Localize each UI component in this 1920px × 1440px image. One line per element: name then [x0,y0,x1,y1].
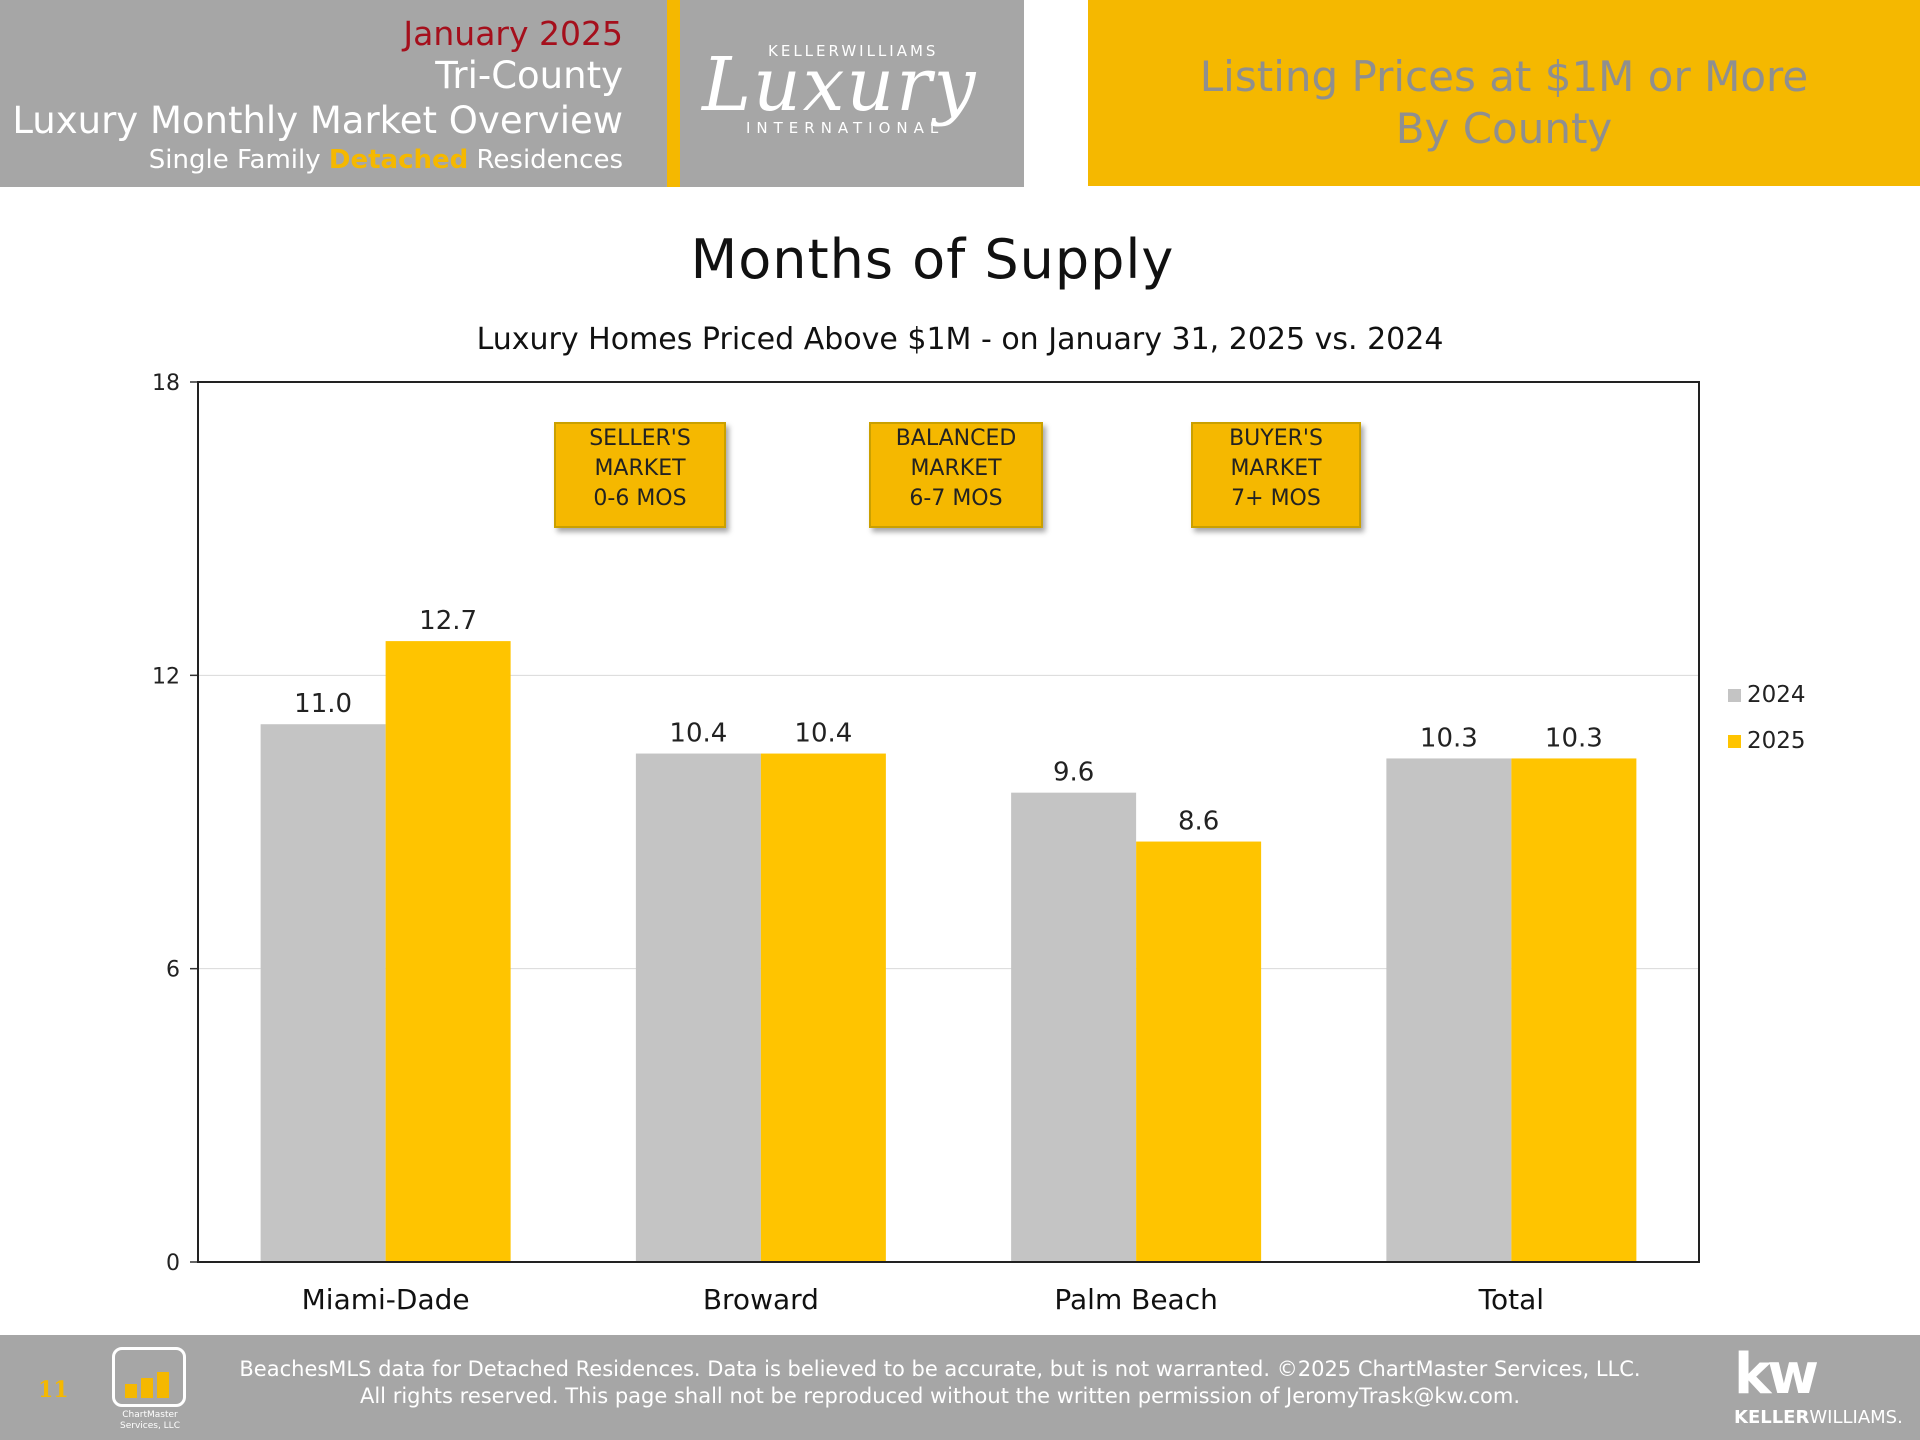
balanced-market-box: BALANCED MARKET 6-7 MOS [869,422,1043,528]
legend-swatch-2025 [1728,734,1741,748]
annotation-line: MARKET [910,456,1002,481]
kw-name-rest: WILLIAMS. [1809,1407,1903,1428]
footer-disclaimer-line1: BeachesMLS data for Detached Residences.… [239,1357,1641,1381]
report-segment: Single Family Detached Residences [149,145,623,175]
logo-luxury-script: Luxury [702,42,978,128]
logo-international-text: INTERNATIONAL [746,119,945,137]
section-title-line1: Listing Prices at $1M or More [1199,52,1809,101]
legend-swatch-2024 [1728,688,1741,702]
header-section-banner: Listing Prices at $1M or More By County [1088,0,1920,186]
data-label: 9.6 [1053,758,1094,788]
data-label: 12.7 [419,606,477,636]
bar-2024 [1386,758,1512,1262]
legend-item-2024: 2024 [1728,672,1806,718]
kw-name: KELLERWILLIAMS. [1734,1407,1903,1428]
legend-label-2024: 2024 [1747,682,1806,708]
logo-kellerwilliams-text: KELLERWILLIAMS [768,42,939,60]
keller-williams-logo: kw KELLERWILLIAMS. [1734,1342,1903,1429]
annotation-line: 7+ MOS [1231,486,1321,511]
annotation-line: BALANCED [895,426,1017,451]
chartmaster-logo-text-line2: Services, LLC [120,1421,180,1431]
annotation-line: MARKET [594,456,686,481]
report-title: Luxury Monthly Market Overview [12,99,623,142]
bar-2025 [760,753,886,1262]
data-label: 11.0 [294,689,352,719]
bar-2025 [385,641,511,1262]
x-category-label: Palm Beach [1054,1283,1217,1316]
annotation-line: BUYER'S [1229,426,1323,451]
chart-legend: 2024 2025 [1728,672,1806,764]
x-category-label: Broward [703,1283,819,1316]
annotation-line: 6-7 MOS [909,486,1003,511]
legend-item-2025: 2025 [1728,718,1806,764]
report-date: January 2025 [403,14,623,53]
legend-label-2025: 2025 [1747,728,1806,754]
annotation-line: MARKET [1230,456,1322,481]
annotation-line: SELLER'S [589,426,691,451]
data-label: 10.4 [794,719,852,749]
chart-subtitle: Luxury Homes Priced Above $1M - on Janua… [476,322,1444,357]
page-footer: 11 ChartMaster Services, LLC BeachesMLS … [0,1335,1920,1440]
kw-mark: kw [1734,1342,1819,1407]
chartmaster-logo-icon [112,1347,186,1407]
chart-title: Months of Supply [690,228,1175,291]
segment-prefix: Single Family [148,145,329,175]
bar-2024 [1011,792,1137,1262]
bar-2025 [1136,841,1262,1262]
bar-2025 [1511,758,1637,1262]
months-of-supply-chart: 0 6 12 18 11.0 12.7 Miami-Dade 10.4 10.4 Broward 9… [152,371,1700,1316]
y-tick-label: 0 [166,1251,180,1276]
chartmaster-logo-text: ChartMaster Services, LLC [110,1410,190,1432]
sellers-market-box: SELLER'S MARKET 0-6 MOS [554,422,726,528]
data-label: 10.3 [1545,723,1603,753]
header-title-block: January 2025 Tri-County Luxury Monthly M… [0,0,667,187]
report-region: Tri-County [435,54,623,97]
kw-name-bold: KELLER [1734,1407,1810,1428]
plot-frame [197,381,1700,1263]
data-label: 8.6 [1178,807,1219,837]
y-tick-label: 12 [152,664,180,689]
page-number: 11 [38,1377,69,1403]
buyers-market-box: BUYER'S MARKET 7+ MOS [1191,422,1361,528]
data-label: 10.4 [669,719,727,749]
bar-2024 [260,724,386,1262]
footer-disclaimer-line2: All rights reserved. This page shall not… [359,1384,1521,1408]
x-category-label: Miami-Dade [302,1283,470,1316]
segment-highlight: Detached [328,145,469,175]
chartmaster-logo-text-line1: ChartMaster [122,1410,178,1420]
y-tick-label: 18 [152,371,180,396]
luxury-international-logo: KELLERWILLIAMS Luxury INTERNATIONAL [680,0,1024,187]
data-label: 10.3 [1420,723,1478,753]
section-title-line2: By County [1395,104,1613,153]
segment-suffix: Residences [468,145,624,175]
header-accent-stripe [667,0,680,187]
bar-2024 [635,753,761,1262]
annotation-line: 0-6 MOS [593,486,687,511]
x-category-label: Total [1478,1283,1544,1316]
y-tick-label: 6 [166,958,180,983]
